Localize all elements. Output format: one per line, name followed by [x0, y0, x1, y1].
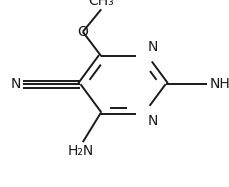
Text: N: N: [147, 40, 157, 54]
Text: N: N: [147, 114, 157, 128]
Text: H₂N: H₂N: [67, 144, 93, 158]
Text: NH₂: NH₂: [208, 77, 229, 91]
Text: CH₃: CH₃: [88, 0, 114, 8]
Text: O: O: [77, 25, 88, 39]
Text: N: N: [10, 77, 21, 91]
